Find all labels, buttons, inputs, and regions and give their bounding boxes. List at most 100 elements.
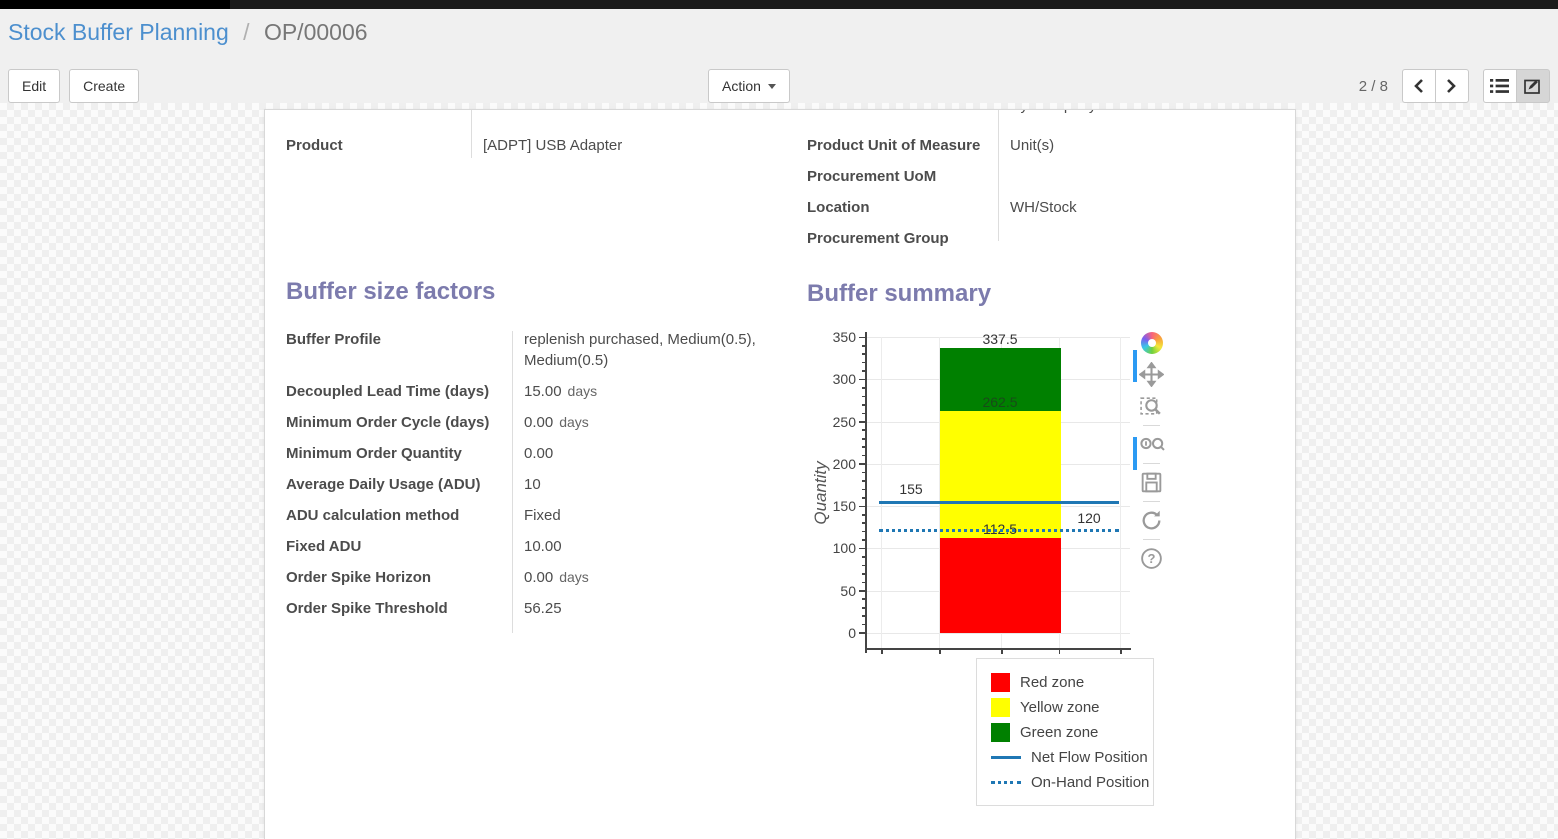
buffer-summary-title: Buffer summary: [807, 280, 992, 307]
green-zone-bar: [940, 347, 1061, 411]
chart-toolbar: ?: [1138, 329, 1165, 572]
x-tick: [1001, 650, 1004, 654]
field-unit: days: [559, 414, 589, 430]
field-label: Decoupled Lead Time (days): [286, 383, 490, 400]
y-tick: [861, 404, 865, 406]
legend-label: Green zone: [1020, 724, 1099, 741]
line-value-label: 155: [899, 480, 923, 497]
top-navbar-left-segment: [0, 0, 230, 9]
y-tick: [861, 395, 865, 398]
field-value: 10.00: [524, 538, 562, 555]
reset-axes-icon[interactable]: [1138, 507, 1165, 534]
action-dropdown-label: Action: [722, 78, 761, 94]
y-tick-label: 0: [848, 624, 856, 641]
field-row: Average Daily Usage (ADU) 10: [286, 469, 778, 500]
y-tick-label: 150: [832, 498, 856, 515]
chevron-left-icon: [1414, 79, 1424, 93]
field-row: Minimum Order Cycle (days) 0.00 days: [286, 407, 778, 438]
y-tick: [861, 361, 865, 364]
help-icon[interactable]: ?: [1138, 545, 1165, 572]
breadcrumb-separator: /: [243, 19, 250, 45]
y-tick: [861, 497, 865, 499]
chart-legend: Red zone Yellow zone Green zone Net Flow Po…: [976, 658, 1154, 806]
y-tick: [861, 539, 865, 541]
field-value: 0.00 days: [524, 569, 589, 586]
field-value-link[interactable]: WH/Stock: [1010, 199, 1077, 216]
y-tick: [861, 598, 865, 601]
field-label: Fixed ADU: [286, 538, 362, 555]
save-image-icon[interactable]: [1138, 469, 1165, 496]
toolbar-separator: [1143, 425, 1160, 426]
box-zoom-icon[interactable]: [1138, 393, 1165, 420]
field-label: Buffer Profile: [286, 331, 382, 348]
legend-item-green-zone[interactable]: Green zone: [991, 720, 1153, 745]
group-separator-right: [998, 110, 999, 241]
legend-item-yellow-zone[interactable]: Yellow zone: [991, 695, 1153, 720]
field-label: Procurement UoM: [807, 168, 937, 185]
legend-swatch: [991, 673, 1010, 692]
field-label: ADU calculation method: [286, 507, 460, 524]
y-gridline: [866, 337, 1130, 338]
field-value: 0.00: [524, 445, 554, 462]
y-tick: [861, 429, 865, 432]
field-value: 0.00 days: [524, 414, 589, 431]
breadcrumb-parent-link[interactable]: Stock Buffer Planning: [8, 19, 229, 45]
y-tick-label: 250: [832, 413, 856, 430]
list-view-button[interactable]: [1482, 69, 1517, 103]
plotly-logo-icon[interactable]: [1138, 329, 1165, 356]
y-tick: [861, 446, 865, 448]
field-label: Product: [286, 137, 343, 154]
y-tick: [861, 623, 865, 626]
pager-previous-button[interactable]: [1401, 69, 1436, 103]
legend-label: Yellow zone: [1020, 699, 1100, 716]
y-tick-label: 200: [832, 455, 856, 472]
on-hand-position-line: [879, 529, 1119, 533]
yellow-zone-bar: [940, 410, 1061, 538]
legend-item-net-flow-position[interactable]: Net Flow Position: [991, 745, 1153, 770]
group-separator-left: [471, 110, 472, 158]
toolbar-separator: [1143, 463, 1160, 464]
clipped-company-value: My Company: [1008, 110, 1248, 114]
field-value-link[interactable]: [ADPT] USB Adapter: [483, 137, 623, 154]
record-buttons: Edit Create: [8, 69, 140, 103]
y-tick-label: 350: [832, 329, 856, 345]
y-tick: [859, 547, 865, 550]
bar-value-label: 337.5: [982, 330, 1018, 347]
y-tick: [859, 421, 865, 423]
y-tick: [861, 564, 865, 567]
x-gridline: [881, 337, 883, 648]
field-row: Buffer Profile replenish purchased, Mediu…: [286, 324, 778, 376]
field-label: Order Spike Threshold: [286, 600, 448, 617]
field-value-link[interactable]: Fixed: [524, 507, 561, 524]
form-view-background: My Company Product [ADPT] USB Adapter Pro…: [0, 103, 1558, 839]
pan-icon[interactable]: [1138, 361, 1165, 388]
action-dropdown-button[interactable]: Action: [708, 69, 790, 103]
chevron-right-icon: [1447, 79, 1457, 93]
x-gridline: [939, 337, 941, 648]
chart-plot-area[interactable]: 0 50 100 150 200 250 300 350 112.5 262.5 337.5 155 1…: [833, 329, 1131, 654]
legend-item-on-hand-position[interactable]: On-Hand Position: [991, 770, 1153, 795]
field-label: Minimum Order Cycle (days): [286, 414, 490, 431]
pager-next-button[interactable]: [1434, 69, 1469, 103]
field-value-link[interactable]: replenish purchased, Medium(0.5), Medium…: [524, 331, 756, 369]
buffer-summary-chart: 0 50 100 150 200 250 300 350 112.5 262.5 337.5 155 1…: [805, 325, 1235, 806]
field-label: Procurement Group: [807, 230, 949, 247]
red-zone-bar: [940, 537, 1061, 633]
breadcrumb-current: OP/00006: [263, 19, 368, 45]
form-view-button[interactable]: [1515, 69, 1550, 103]
zoom-in-out-icon[interactable]: [1138, 431, 1165, 458]
field-label: Order Spike Horizon: [286, 569, 432, 586]
y-tick: [861, 606, 865, 609]
legend-item-red-zone[interactable]: Red zone: [991, 670, 1153, 695]
create-button[interactable]: Create: [69, 69, 140, 103]
field-value: 56.25: [524, 600, 562, 617]
y-tick: [861, 412, 865, 415]
y-tick: [861, 488, 865, 491]
field-label: Minimum Order Quantity: [286, 445, 462, 462]
y-tick: [861, 581, 865, 584]
action-menu-area: Action: [708, 69, 790, 103]
field-row: ADU calculation method Fixed: [286, 500, 778, 531]
y-tick: [861, 615, 865, 617]
form-sheet: My Company Product [ADPT] USB Adapter Pro…: [264, 109, 1296, 839]
edit-button[interactable]: Edit: [8, 69, 61, 103]
